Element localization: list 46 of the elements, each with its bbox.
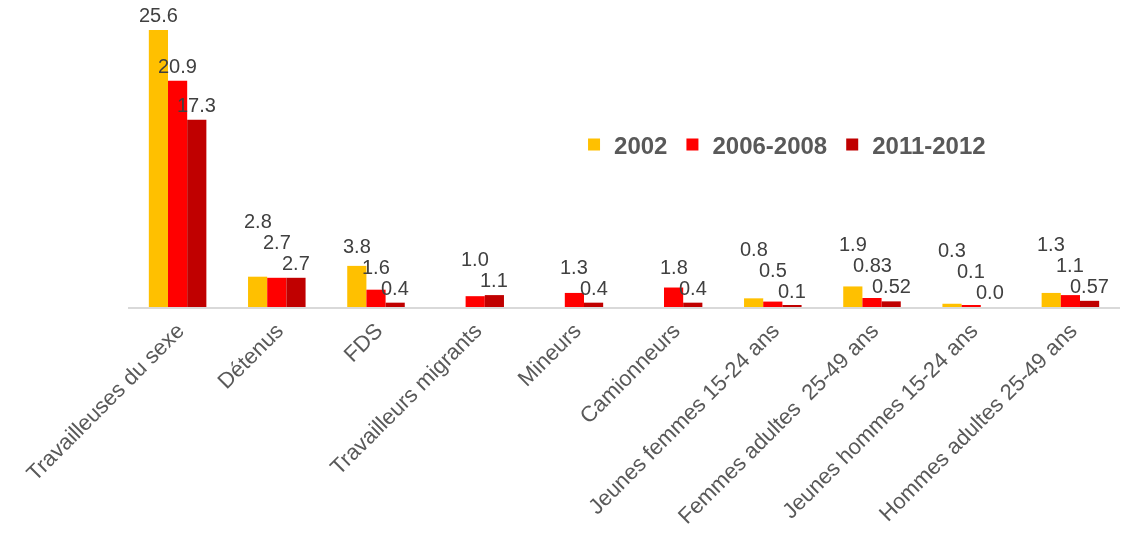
data-label: 0.1	[957, 260, 985, 282]
data-label: 0.57	[1070, 275, 1109, 297]
bar	[583, 302, 604, 307]
data-label: 25.6	[139, 4, 178, 26]
data-label: 0.52	[872, 275, 911, 297]
data-label: 3.8	[343, 235, 371, 257]
legend-label: 2006-2008	[712, 131, 828, 159]
bar	[744, 298, 764, 307]
bar	[187, 119, 207, 307]
legend-label: 2002	[614, 131, 668, 159]
data-label: 0.8	[740, 238, 768, 260]
data-label: 0.5	[759, 259, 787, 281]
data-label: 0.3	[938, 239, 966, 261]
bar	[385, 302, 405, 307]
data-label: 0.1	[778, 280, 806, 302]
data-label: 0.4	[381, 277, 409, 299]
data-label: 0.4	[679, 277, 707, 299]
bar	[1041, 292, 1061, 307]
bar	[942, 303, 962, 307]
data-label: 1.3	[560, 256, 588, 278]
bar	[286, 277, 306, 307]
data-label: 1.1	[480, 269, 508, 291]
data-label: 1.0	[461, 248, 489, 270]
bar	[763, 301, 783, 307]
data-label: 1.3	[1037, 233, 1065, 255]
bar	[1079, 300, 1100, 307]
data-label: 0.0	[976, 281, 1004, 303]
bar	[267, 277, 287, 307]
bar	[465, 296, 485, 307]
bar	[248, 276, 268, 307]
bar	[1060, 295, 1080, 307]
data-label: 1.9	[839, 233, 867, 255]
data-label: 2.7	[263, 231, 291, 253]
legend-label: 2011-2012	[872, 131, 986, 159]
data-label: 2.8	[244, 210, 272, 232]
data-label: 0.4	[580, 277, 608, 299]
data-label: 2.7	[282, 252, 310, 274]
data-label: 1.1	[1056, 254, 1084, 276]
bar	[843, 286, 863, 307]
bar	[881, 301, 901, 307]
data-label: 1.8	[660, 256, 688, 278]
data-label: 1.6	[362, 256, 390, 278]
data-label: 0.83	[853, 254, 892, 276]
bar	[862, 298, 882, 307]
bar	[484, 295, 504, 307]
bar	[683, 302, 703, 307]
